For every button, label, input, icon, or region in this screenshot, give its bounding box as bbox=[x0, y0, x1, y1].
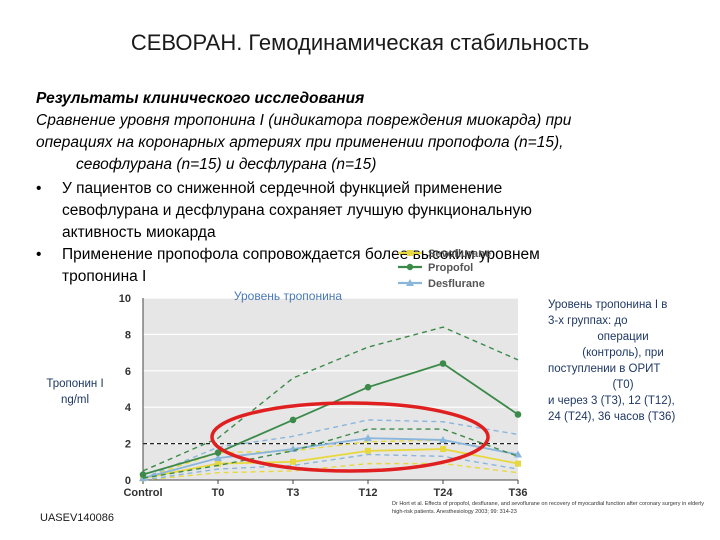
series-band-line bbox=[142, 326, 519, 472]
intro-text: Результаты клинического исследования Сра… bbox=[36, 88, 686, 176]
bullet-line: тропонина I bbox=[62, 268, 147, 285]
series-line bbox=[142, 437, 519, 480]
y-tick-label: 6 bbox=[125, 366, 131, 378]
y-tick-label: 10 bbox=[119, 293, 131, 305]
data-point bbox=[214, 454, 222, 462]
bullet-line: У пациентов со сниженной сердечной функц… bbox=[62, 180, 503, 197]
side-note-line: 24 (T24), 36 часов (T36) bbox=[548, 411, 676, 423]
intro-line: севофлурана (n=15) и десфлурана (n=15) bbox=[76, 156, 377, 173]
slide-title: СЕВОРАН. Гемодинамическая стабильность bbox=[130, 30, 590, 55]
side-note-line: 3-х группах: до bbox=[548, 315, 628, 327]
x-tick-label: T3 bbox=[287, 487, 300, 499]
chart-title: Уровень тропонина bbox=[234, 289, 343, 303]
data-point bbox=[364, 383, 372, 391]
intro-line: Сравнение уровня тропонина I (индикатора… bbox=[36, 112, 572, 129]
legend-marker bbox=[407, 250, 413, 256]
series-band-line bbox=[142, 453, 519, 481]
data-point bbox=[514, 450, 522, 458]
x-tick-label: Control bbox=[123, 487, 162, 499]
side-note-line: (T0) bbox=[612, 379, 634, 391]
legend-label: Propofol bbox=[428, 262, 473, 274]
legend-marker bbox=[406, 263, 414, 271]
series-line bbox=[142, 448, 519, 480]
bullet-line: Применение пропофола сопровождается боле… bbox=[62, 246, 540, 263]
y-tick-label: 0 bbox=[125, 475, 131, 487]
data-point bbox=[139, 471, 147, 478]
bullet-line: активность миокарда bbox=[62, 224, 216, 241]
x-tick-label: T24 bbox=[434, 487, 454, 499]
x-tick-label: T12 bbox=[359, 487, 378, 499]
y-tick-label: 2 bbox=[125, 439, 131, 451]
side-note-line: Уровень тропонина I в bbox=[548, 299, 668, 311]
y-axis-label-line: Тропонин I bbox=[46, 378, 104, 390]
bullet-marker: • bbox=[36, 246, 42, 263]
bullet-marker: • bbox=[36, 180, 42, 197]
data-point bbox=[440, 446, 446, 453]
plot-area bbox=[143, 298, 518, 480]
data-point bbox=[365, 447, 371, 454]
data-point bbox=[214, 449, 222, 457]
side-note: Уровень тропонина I в 3-х группах: до оп… bbox=[548, 297, 698, 425]
data-point bbox=[515, 460, 521, 467]
bullet-list: • У пациентов со сниженной сердечной фун… bbox=[36, 178, 686, 288]
bullet-item: • У пациентов со сниженной сердечной фун… bbox=[36, 178, 686, 244]
y-tick-label: 8 bbox=[125, 329, 131, 341]
data-point bbox=[439, 360, 447, 367]
side-note-line: и через 3 (T3), 12 (T12), bbox=[548, 395, 675, 407]
series-band-line bbox=[142, 419, 519, 479]
side-note-line: поступлении в ОРИТ bbox=[548, 363, 661, 375]
intro-line: операциях на коронарных артериях при при… bbox=[36, 134, 564, 151]
data-point bbox=[364, 434, 372, 442]
data-point bbox=[290, 458, 296, 465]
y-axis-label-line: ng/ml bbox=[60, 394, 90, 406]
x-tick-label: T36 bbox=[509, 487, 528, 499]
intro-heading: Результаты клинического исследования bbox=[36, 90, 365, 107]
y-tick-label: 4 bbox=[125, 402, 132, 414]
data-point bbox=[215, 460, 221, 467]
y-axis-label: Тропонин I ng/ml bbox=[30, 376, 120, 408]
bullet-item: • Применение пропофола сопровождается бо… bbox=[36, 244, 686, 288]
reference: Dr Hort et al. Effects of propofol, desf… bbox=[392, 501, 705, 515]
bullet-line: севофлурана и десфлурана сохраняет лучшу… bbox=[62, 202, 532, 219]
legend-label: Sevoflurane bbox=[428, 248, 491, 260]
legend-label: Desflurane bbox=[428, 278, 485, 290]
data-point bbox=[439, 435, 447, 443]
legend-marker bbox=[406, 279, 414, 286]
footer-id: UASEV140086 bbox=[40, 512, 114, 524]
data-point bbox=[514, 411, 522, 418]
highlight-ellipse bbox=[210, 401, 490, 473]
x-tick-label: T0 bbox=[212, 487, 225, 499]
side-note-line: операции bbox=[597, 331, 649, 343]
data-point bbox=[289, 416, 297, 424]
side-note-line: (контроль), при bbox=[582, 347, 664, 359]
series-band-line bbox=[142, 428, 519, 479]
